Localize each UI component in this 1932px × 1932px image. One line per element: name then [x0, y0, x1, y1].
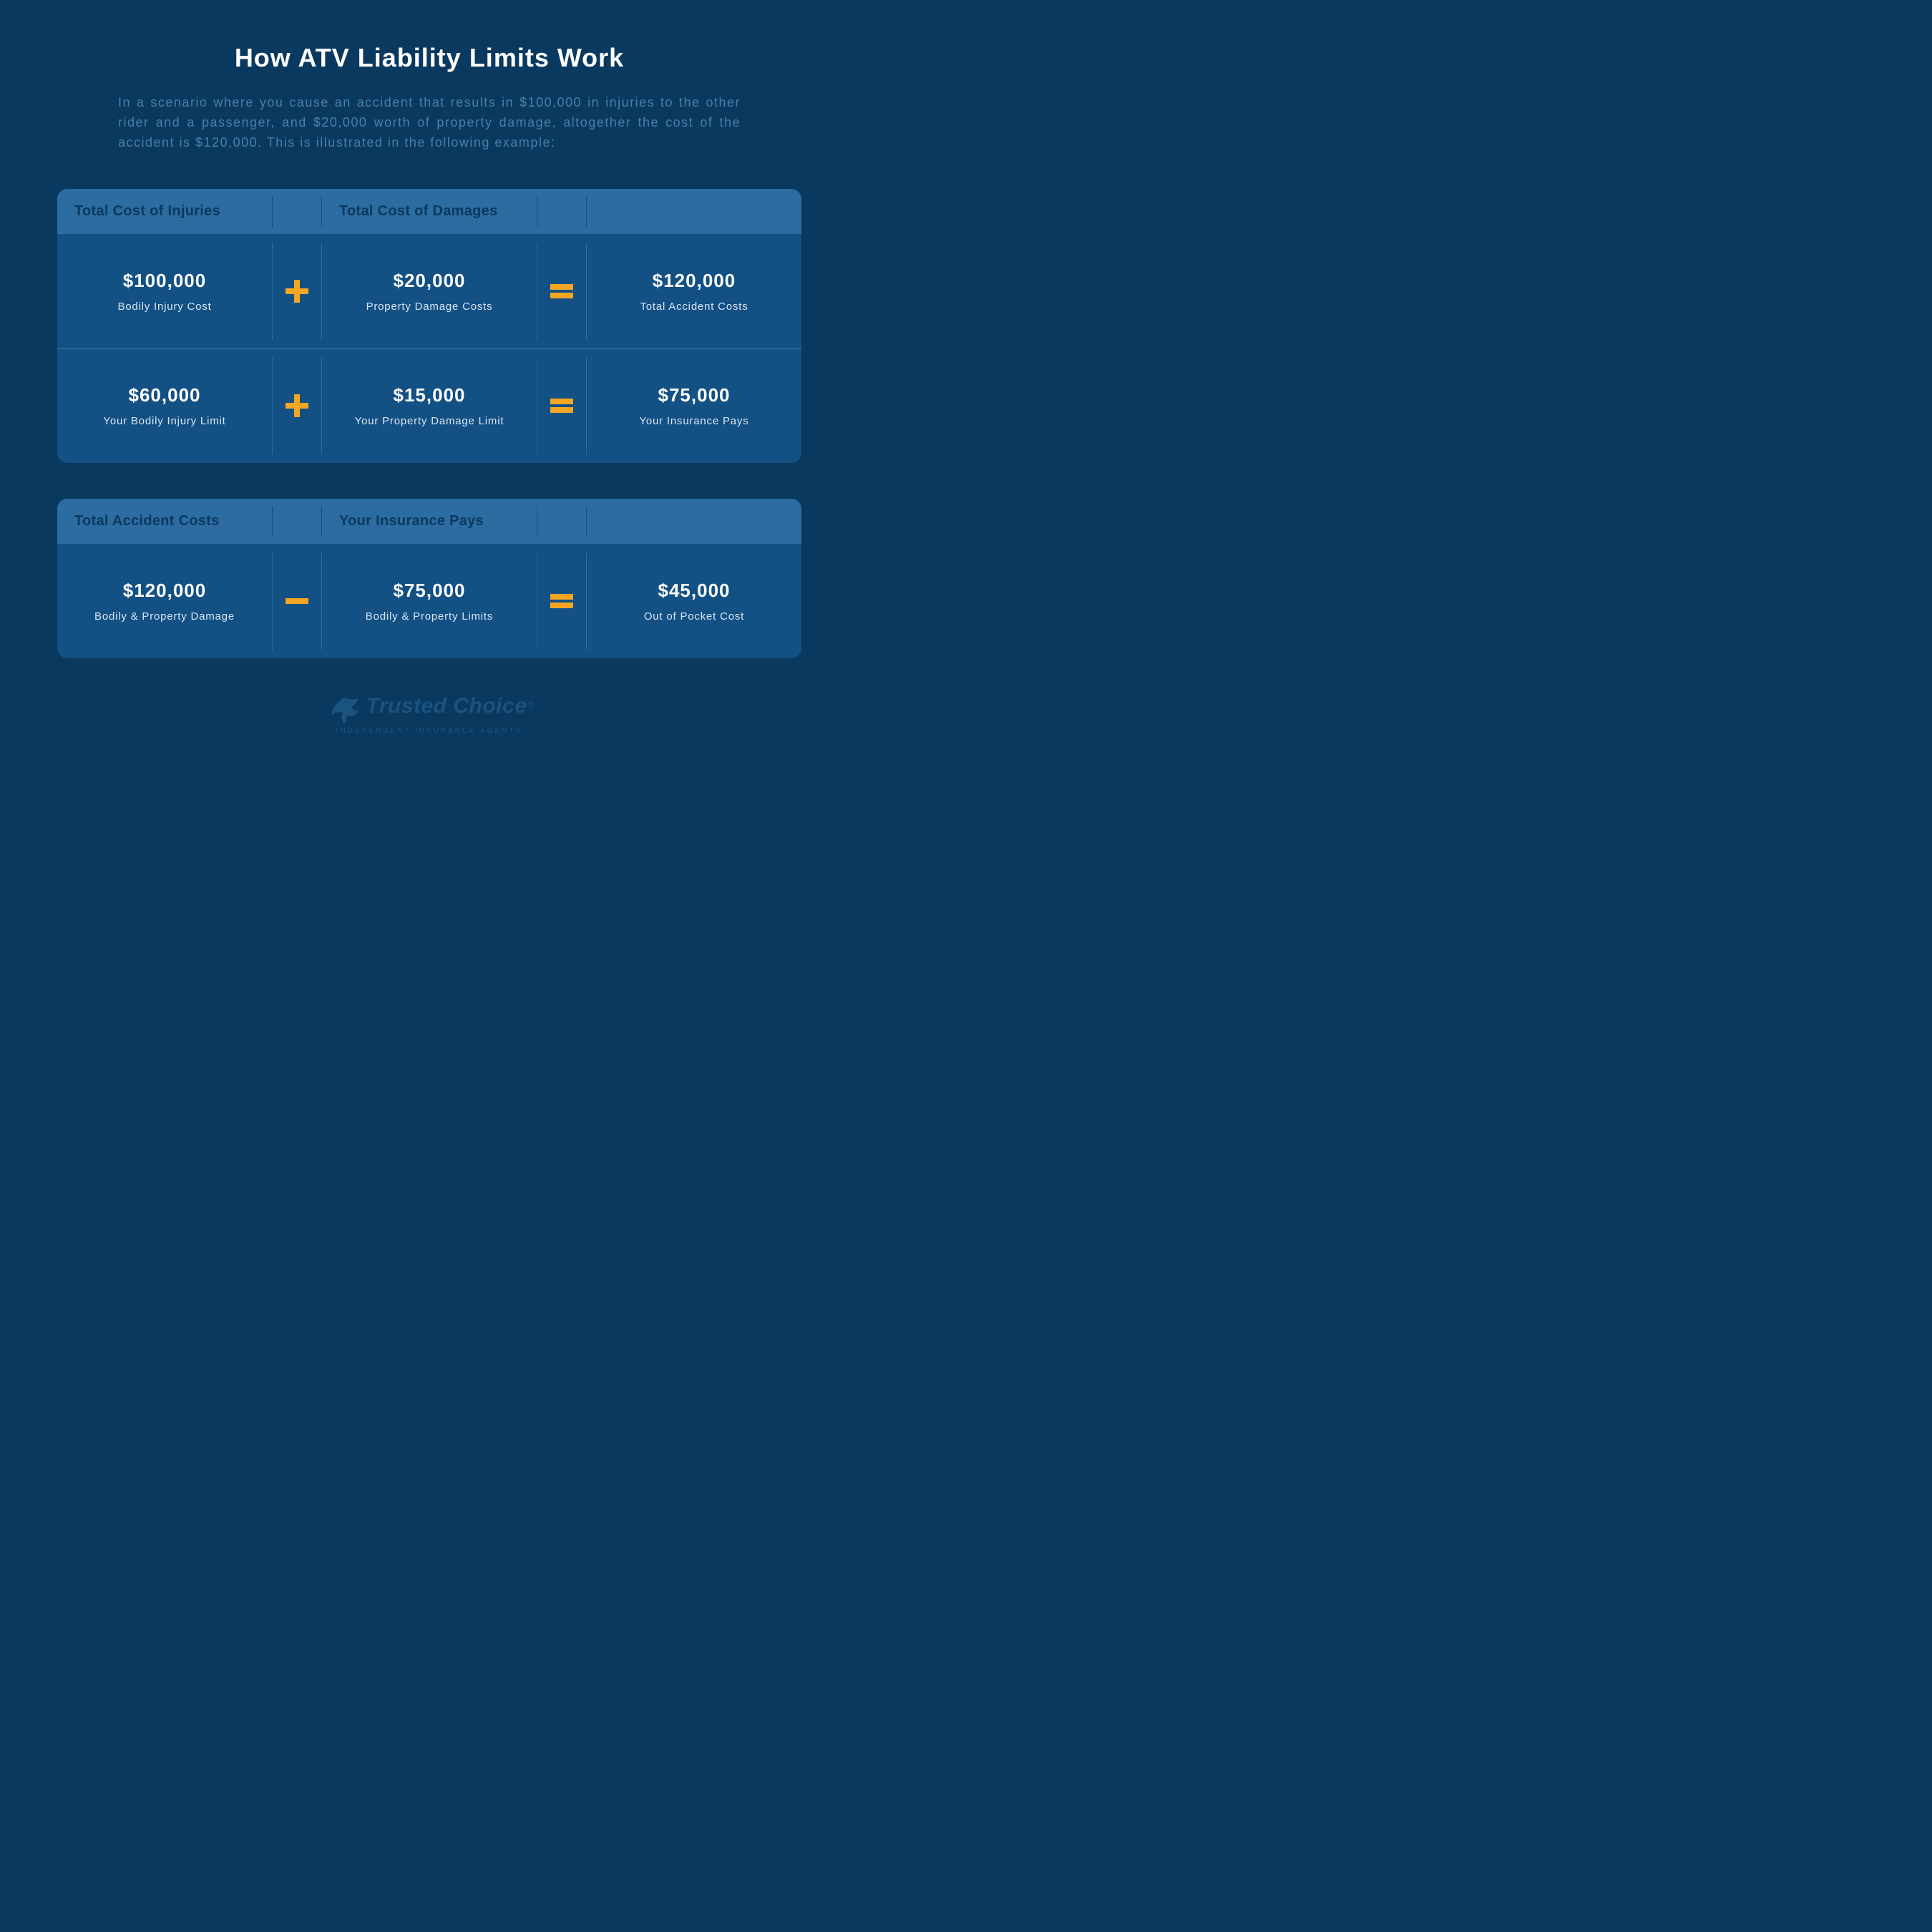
equation-cell: $75,000 Bodily & Property Limits: [322, 544, 537, 658]
cell-value: $75,000: [394, 580, 466, 602]
cell-label: Your Bodily Injury Limit: [103, 415, 225, 427]
header-spacer: [537, 189, 587, 234]
equation-panel-1: Total Cost of Injuries Total Cost of Dam…: [57, 189, 801, 463]
brand-name: Trusted Choice: [366, 694, 527, 718]
header-spacer: [272, 499, 322, 544]
cell-value: $60,000: [129, 384, 201, 406]
cell-value: $15,000: [394, 384, 466, 406]
panel-1-header-row: Total Cost of Injuries Total Cost of Dam…: [57, 189, 801, 234]
equation-cell: $60,000 Your Bodily Injury Limit: [57, 349, 272, 463]
equation-cell: $75,000 Your Insurance Pays: [587, 349, 801, 463]
cell-value: $75,000: [658, 384, 731, 406]
cell-label: Your Property Damage Limit: [355, 415, 504, 427]
header-cell: Total Cost of Damages: [322, 189, 537, 234]
cell-value: $100,000: [123, 270, 206, 292]
equation-row: $60,000 Your Bodily Injury Limit $15,000…: [57, 348, 801, 463]
equation-row: $120,000 Bodily & Property Damage $75,00…: [57, 544, 801, 658]
cell-value: $120,000: [123, 580, 206, 602]
equation-cell: $20,000 Property Damage Costs: [322, 234, 537, 348]
header-spacer: [537, 499, 587, 544]
panel-2-header-row: Total Accident Costs Your Insurance Pays: [57, 499, 801, 544]
header-cell: [587, 499, 801, 544]
header-spacer: [272, 189, 322, 234]
page-title: How ATV Liability Limits Work: [57, 43, 801, 73]
plus-icon: [272, 234, 322, 348]
cell-label: Out of Pocket Cost: [644, 610, 744, 623]
equation-cell: $120,000 Bodily & Property Damage: [57, 544, 272, 658]
cell-label: Bodily & Property Limits: [366, 610, 493, 623]
header-cell: Total Cost of Injuries: [57, 189, 272, 234]
cell-value: $120,000: [653, 270, 736, 292]
equation-row: $100,000 Bodily Injury Cost $20,000 Prop…: [57, 234, 801, 348]
cell-label: Your Insurance Pays: [639, 415, 748, 427]
brand-tagline: INDEPENDENT INSURANCE AGENTS: [57, 727, 801, 735]
header-cell: Total Accident Costs: [57, 499, 272, 544]
footer-logo: Trusted Choice® INDEPENDENT INSURANCE AG…: [57, 694, 801, 735]
eagle-icon: [324, 694, 367, 730]
equals-icon: [537, 234, 587, 348]
cell-label: Bodily Injury Cost: [117, 301, 211, 313]
cell-value: $20,000: [394, 270, 466, 292]
header-cell: [587, 189, 801, 234]
equals-icon: [537, 544, 587, 658]
equation-cell: $15,000 Your Property Damage Limit: [322, 349, 537, 463]
equation-cell: $45,000 Out of Pocket Cost: [587, 544, 801, 658]
intro-paragraph: In a scenario where you cause an acciden…: [118, 93, 741, 153]
cell-value: $45,000: [658, 580, 731, 602]
equation-cell: $100,000 Bodily Injury Cost: [57, 234, 272, 348]
equation-panel-2: Total Accident Costs Your Insurance Pays…: [57, 499, 801, 658]
cell-label: Total Accident Costs: [640, 301, 748, 313]
header-cell: Your Insurance Pays: [322, 499, 537, 544]
registered-mark: ®: [527, 699, 534, 711]
cell-label: Bodily & Property Damage: [94, 610, 235, 623]
minus-icon: [272, 544, 322, 658]
equation-cell: $120,000 Total Accident Costs: [587, 234, 801, 348]
cell-label: Property Damage Costs: [366, 301, 493, 313]
plus-icon: [272, 349, 322, 463]
equals-icon: [537, 349, 587, 463]
